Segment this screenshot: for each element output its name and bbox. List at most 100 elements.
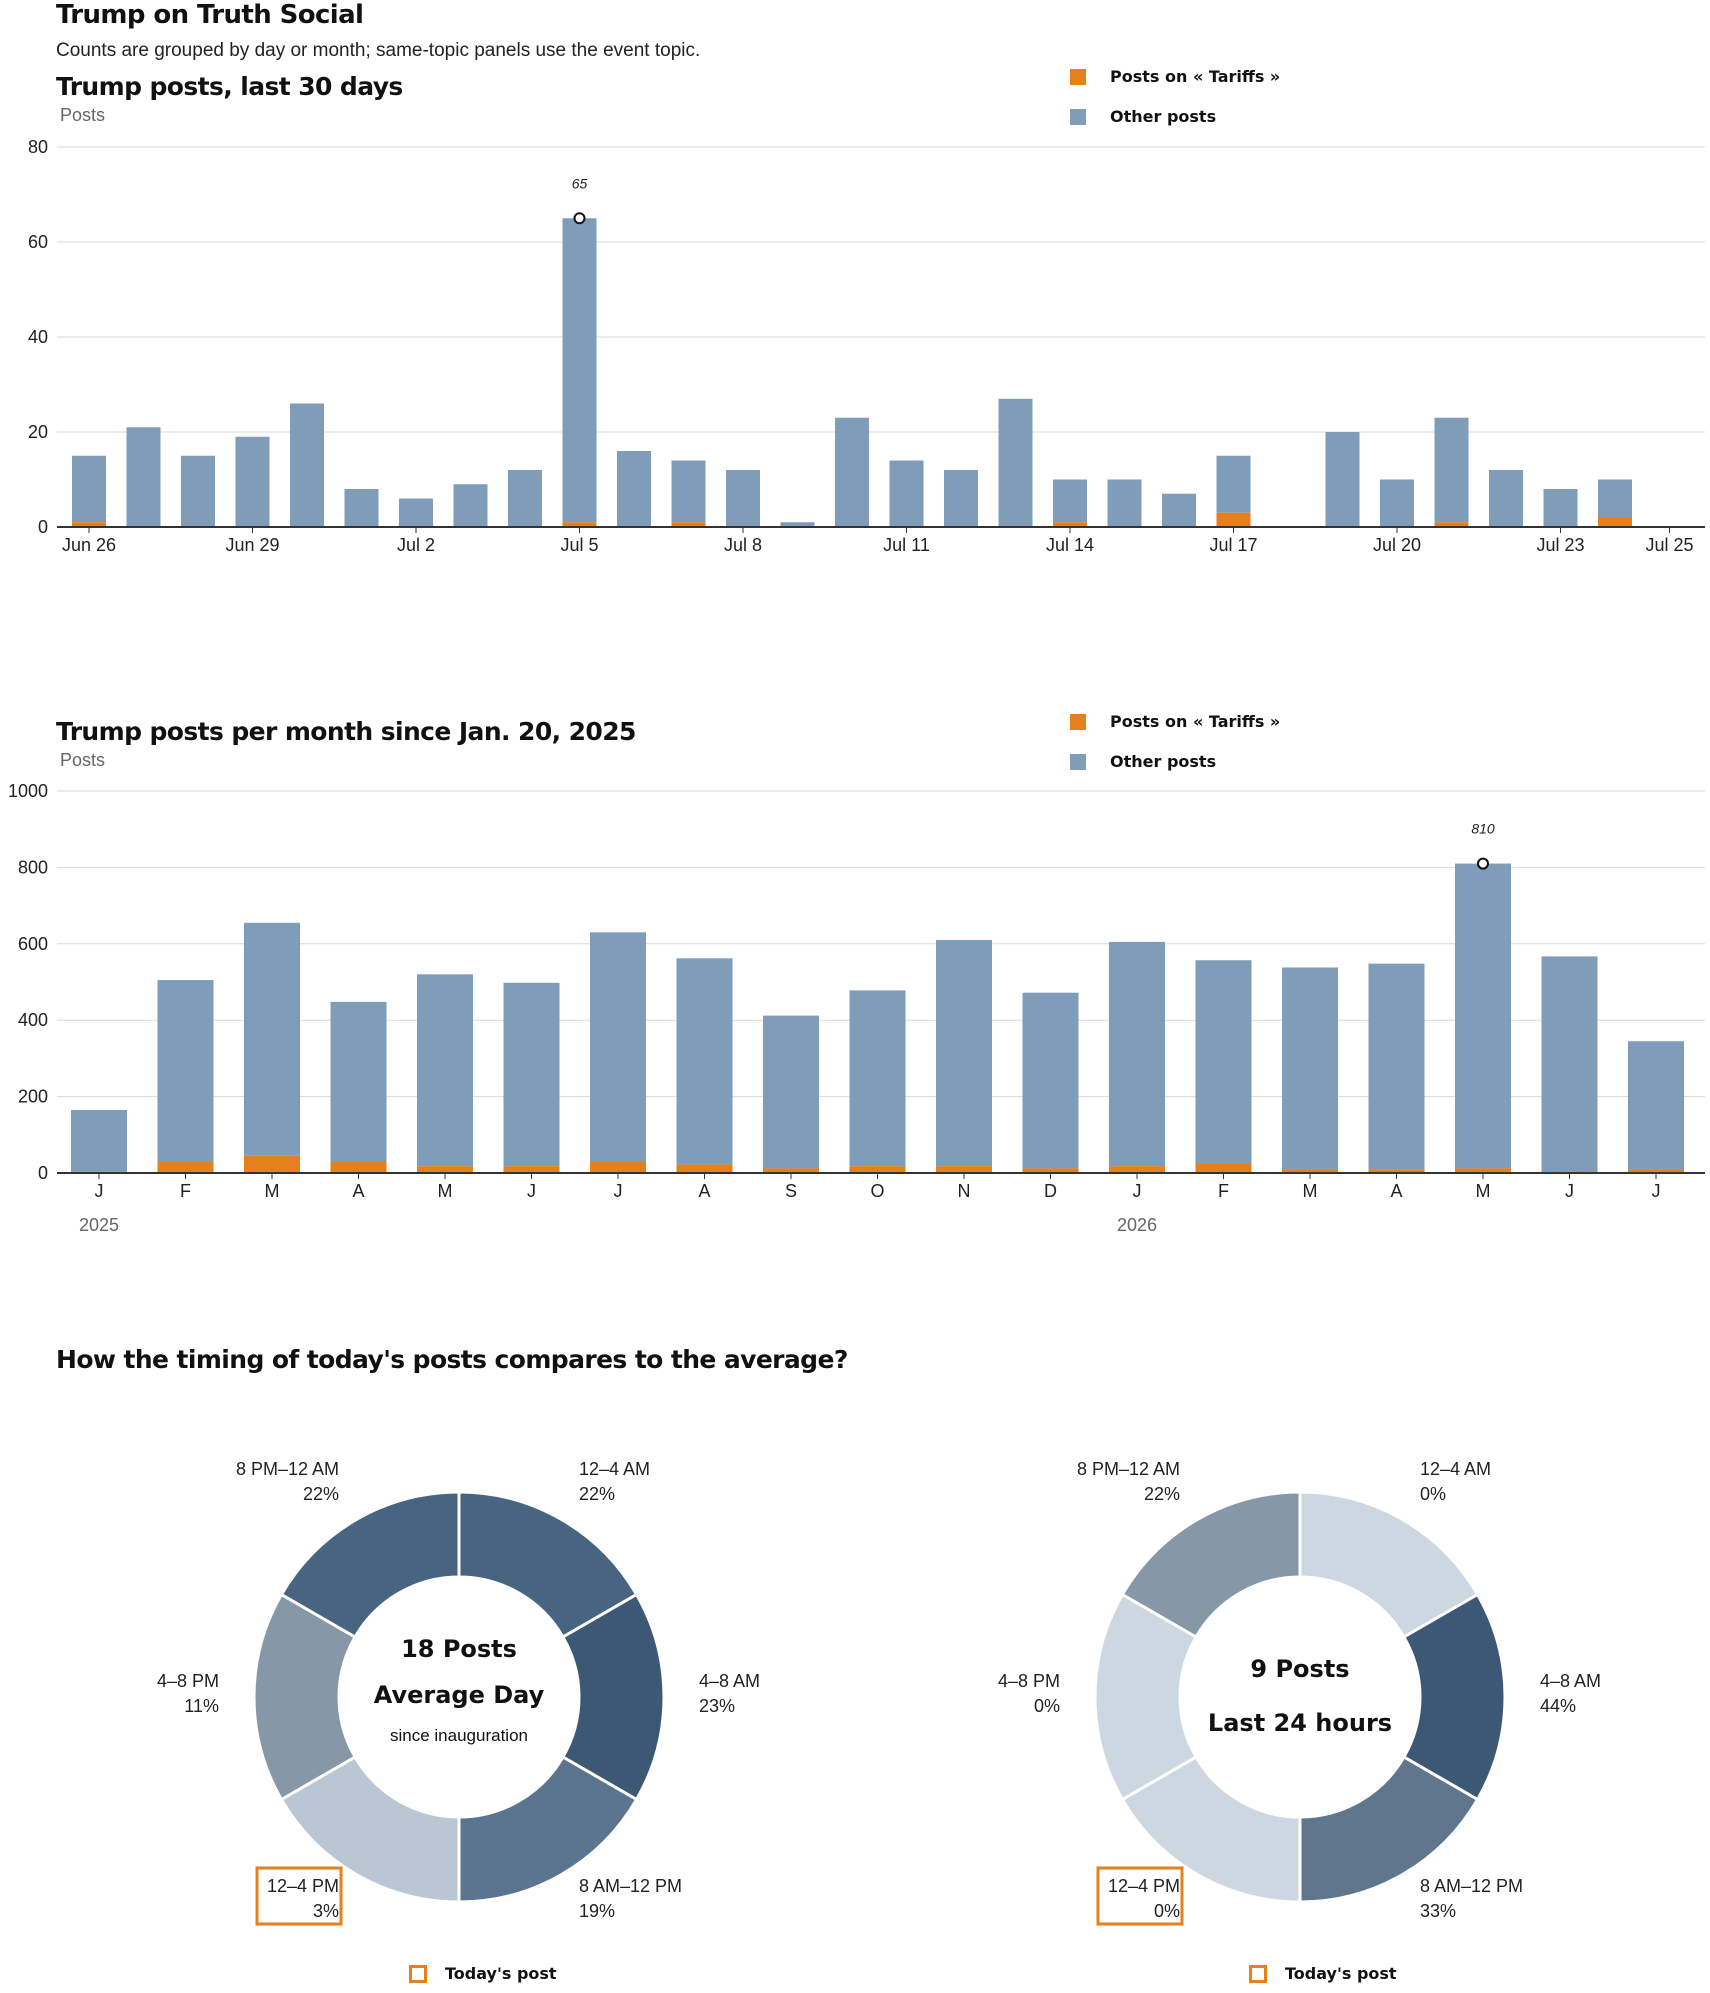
bar-topic bbox=[849, 1166, 906, 1173]
slice-label: 8 AM–12 PM bbox=[579, 1876, 682, 1896]
bar-topic bbox=[1368, 1169, 1425, 1173]
bar-topic bbox=[503, 1166, 560, 1173]
bar-other bbox=[998, 398, 1033, 527]
slice-label: 12–4 AM bbox=[579, 1459, 650, 1479]
slice-label: 12–4 PM bbox=[1108, 1876, 1180, 1896]
donut-slice bbox=[1120, 1490, 1302, 1640]
legend-swatch-topic bbox=[1070, 68, 1086, 85]
y-tick-label: 60 bbox=[28, 232, 48, 252]
x-tick-label: J bbox=[1133, 1181, 1142, 1201]
y-tick-label: 600 bbox=[18, 934, 48, 954]
y-tick-label: 0 bbox=[38, 517, 48, 537]
x-tick-label: F bbox=[1218, 1181, 1229, 1201]
x-tick-label: J bbox=[1565, 1181, 1574, 1201]
bar-other bbox=[244, 922, 300, 1156]
donut-center-note: since inauguration bbox=[390, 1726, 528, 1745]
year-label: 2026 bbox=[1117, 1215, 1157, 1235]
bar-other bbox=[330, 1001, 387, 1162]
donut-slice bbox=[279, 1490, 461, 1640]
today-highlight-box bbox=[255, 1866, 343, 1926]
slice-label: 4–8 AM bbox=[1540, 1671, 1601, 1691]
bar-other bbox=[1628, 1041, 1684, 1170]
slice-percent: 3% bbox=[313, 1901, 339, 1921]
bar-other bbox=[72, 455, 106, 523]
slice-label: 12–4 PM bbox=[267, 1876, 339, 1896]
slice-percent: 22% bbox=[303, 1484, 339, 1504]
bar-other bbox=[508, 470, 542, 527]
slice-label: 8 PM–12 AM bbox=[236, 1459, 339, 1479]
x-tick-label: Jul 14 bbox=[1046, 535, 1094, 555]
bar-other bbox=[1541, 956, 1598, 1172]
bar-topic bbox=[676, 1164, 733, 1173]
slice-percent: 0% bbox=[1420, 1484, 1446, 1504]
bar-other bbox=[1053, 479, 1087, 523]
bar-other bbox=[126, 427, 161, 527]
bar-other bbox=[763, 1015, 819, 1169]
x-tick-label: O bbox=[870, 1181, 884, 1201]
today-legend-label: Today's post bbox=[445, 1964, 557, 1983]
x-tick-label: A bbox=[352, 1181, 364, 1201]
peak-marker bbox=[1477, 857, 1489, 870]
bar-topic bbox=[1053, 522, 1087, 527]
x-tick-label: Jul 5 bbox=[560, 535, 598, 555]
chart2-y-unit: Posts bbox=[60, 750, 106, 770]
year-label: 2025 bbox=[79, 1215, 119, 1235]
slice-label: 8 PM–12 AM bbox=[1077, 1459, 1180, 1479]
bar-other bbox=[417, 974, 473, 1167]
bar-topic bbox=[763, 1168, 819, 1173]
slice-label: 4–8 PM bbox=[157, 1671, 219, 1691]
legend-label-other: Other posts bbox=[1110, 107, 1217, 126]
slice-percent: 0% bbox=[1034, 1696, 1060, 1716]
donut-center-caption: Average Day bbox=[374, 1681, 545, 1709]
page-subtitle: Counts are grouped by day or month; same… bbox=[56, 40, 701, 61]
bar-other bbox=[1162, 493, 1196, 527]
today-legend-box bbox=[1249, 1964, 1267, 1983]
chart1-legend-topic: Posts on « Tariffs » bbox=[1070, 67, 1280, 86]
x-tick-label: J bbox=[527, 1181, 536, 1201]
bar-other bbox=[726, 470, 760, 527]
bar-other bbox=[71, 1109, 127, 1172]
slice-percent: 22% bbox=[1144, 1484, 1180, 1504]
chart1-y-unit: Posts bbox=[60, 105, 106, 125]
y-tick-label: 80 bbox=[28, 137, 48, 157]
bar-other bbox=[835, 417, 869, 527]
bar-other bbox=[235, 436, 270, 527]
x-tick-label: Jul 17 bbox=[1209, 535, 1257, 555]
bar-topic bbox=[1434, 522, 1469, 527]
bar-other bbox=[1489, 470, 1523, 527]
bar-other bbox=[849, 990, 906, 1167]
today-legend-right: Today's post bbox=[1249, 1964, 1397, 1983]
bar-other bbox=[1455, 863, 1511, 1169]
slice-label: 4–8 AM bbox=[699, 1671, 760, 1691]
slice-percent: 44% bbox=[1540, 1696, 1576, 1716]
bar-topic bbox=[72, 522, 106, 527]
legend-swatch-other bbox=[1070, 753, 1086, 770]
bar-other bbox=[1107, 479, 1142, 527]
bar-other bbox=[780, 522, 815, 527]
bar-other bbox=[676, 958, 733, 1165]
x-tick-label: N bbox=[958, 1181, 971, 1201]
chart1-title: Trump posts, last 30 days bbox=[56, 72, 403, 101]
bar-other bbox=[936, 939, 992, 1167]
bar-other bbox=[1380, 479, 1414, 527]
bar-other bbox=[1434, 417, 1469, 523]
y-tick-label: 40 bbox=[28, 327, 48, 347]
today-legend-box bbox=[409, 1964, 427, 1983]
x-tick-label: Jul 20 bbox=[1373, 535, 1421, 555]
bar-topic bbox=[562, 522, 597, 527]
bar-other bbox=[290, 403, 324, 527]
bar-other bbox=[1325, 432, 1360, 527]
bar-other bbox=[181, 455, 215, 527]
peak-label: 810 bbox=[1471, 821, 1495, 837]
bar-topic bbox=[157, 1161, 214, 1173]
chart2-legend-other: Other posts bbox=[1070, 752, 1216, 771]
bar-other bbox=[453, 484, 488, 527]
slice-label: 8 AM–12 PM bbox=[1420, 1876, 1523, 1896]
y-tick-label: 400 bbox=[18, 1010, 48, 1030]
bar-topic bbox=[936, 1166, 992, 1173]
x-tick-label: Jul 23 bbox=[1536, 535, 1584, 555]
x-tick-label: Jul 8 bbox=[724, 535, 762, 555]
x-tick-label: F bbox=[180, 1181, 191, 1201]
bar-topic bbox=[244, 1155, 300, 1173]
bar-other bbox=[1368, 963, 1425, 1170]
